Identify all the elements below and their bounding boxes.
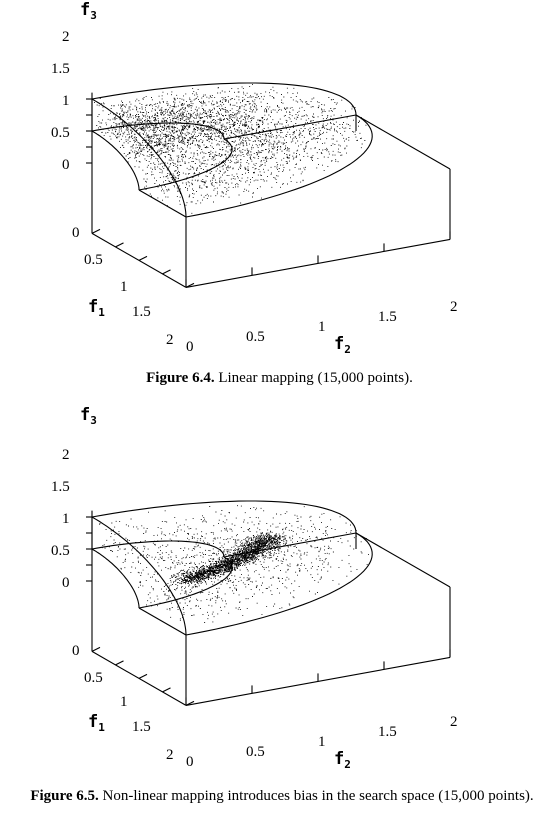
f3-tick: 0	[62, 575, 70, 591]
caption-label: Figure 6.5.	[30, 788, 99, 804]
f3-tick: 2	[62, 29, 70, 45]
f1-tick: 1	[120, 279, 128, 295]
shell-edge	[138, 607, 187, 636]
shell-arc	[185, 532, 373, 636]
f2-tick: 2	[450, 714, 458, 730]
f2-axis-line	[185, 656, 451, 706]
f1-tick-mark	[91, 228, 101, 234]
shell-arc	[91, 82, 357, 116]
f3-axis-label: f3	[80, 405, 97, 427]
f1-tick-mark	[185, 282, 195, 288]
f2-tick: 0.5	[246, 744, 265, 760]
f1-tick-mark	[162, 269, 171, 275]
f3-axis-label: f3	[80, 0, 97, 22]
f2-tick: 1	[318, 319, 326, 335]
box-edge	[355, 114, 451, 170]
shell-arc	[185, 114, 373, 218]
f1-tick: 0	[72, 643, 80, 659]
f2-tick: 1	[318, 734, 326, 750]
f2-tick: 1.5	[378, 724, 397, 740]
f3-tick: 2	[62, 447, 70, 463]
f1-tick: 2	[166, 332, 174, 348]
axis-labels: f3 f1 f2 2 1.5 1 0.5 0 0 0.5 1 1.5 2 0 0…	[51, 405, 458, 771]
f1-tick-mark	[138, 255, 148, 261]
f1-tick-mark	[162, 687, 171, 693]
shell-arc	[91, 540, 225, 558]
f1-tick: 1.5	[132, 719, 151, 735]
box-edge	[355, 532, 451, 588]
shell-arc	[91, 516, 187, 636]
shell-arc	[91, 130, 140, 190]
caption-text: Non-linear mapping introduces bias in th…	[98, 788, 534, 804]
f1-axis-label: f1	[88, 712, 105, 734]
f1-axis-line	[91, 650, 187, 706]
f3-tick: 1.5	[51, 479, 70, 495]
f3-tick: 1	[62, 93, 70, 109]
f3-tick: 1.5	[51, 61, 70, 77]
shell-edge	[138, 189, 187, 218]
f1-tick: 0.5	[84, 252, 103, 268]
figure-6-4-caption: Figure 6.4. Linear mapping (15,000 point…	[0, 370, 559, 387]
figure-6-5-plot: f3 f1 f2 2 1.5 1 0.5 0 0 0.5 1 1.5 2 0 0…	[51, 405, 458, 771]
f1-tick: 2	[166, 747, 174, 763]
f3-tick: 1	[62, 511, 70, 527]
f1-tick-mark	[115, 242, 124, 248]
shell-arc	[138, 138, 233, 191]
f1-tick-mark	[185, 700, 195, 706]
f3-tick: 0.5	[51, 125, 70, 141]
f1-tick-mark	[138, 673, 148, 679]
figure-6-5: f3 f1 f2 2 1.5 1 0.5 0 0 0.5 1 1.5 2 0 0…	[0, 405, 559, 785]
f1-tick-mark	[115, 660, 124, 666]
f2-tick: 0	[186, 754, 194, 770]
figure-6-5-caption: Figure 6.5. Non-linear mapping introduce…	[0, 788, 559, 805]
caption-text: Linear mapping (15,000 points).	[214, 370, 413, 386]
scatter-point-cloud	[99, 505, 369, 623]
f2-tick: 0.5	[246, 329, 265, 345]
f1-tick-mark	[91, 646, 101, 652]
f2-tick: 2	[450, 299, 458, 315]
shell-arc	[91, 548, 140, 608]
axes-frame	[86, 500, 451, 706]
caption-label: Figure 6.4.	[146, 370, 215, 386]
f2-axis-label: f2	[334, 749, 351, 771]
figure-6-4-plot: f3 f1 f2 2 1.5 1 0.5 0 0 0.5 1 1.5 2 0 0…	[51, 0, 458, 356]
scatter-point-cloud	[94, 83, 367, 214]
f1-axis-label: f1	[88, 297, 105, 319]
shell-edge	[223, 532, 357, 558]
axes-frame	[86, 82, 451, 288]
figure-6-4: f3 f1 f2 2 1.5 1 0.5 0 0 0.5 1 1.5 2 0 0…	[0, 0, 559, 370]
f2-tick: 1.5	[378, 309, 397, 325]
scatter-points	[94, 83, 367, 214]
f1-tick: 0.5	[84, 670, 103, 686]
f1-tick: 1.5	[132, 304, 151, 320]
f1-tick: 0	[72, 225, 80, 241]
f2-tick: 0	[186, 339, 194, 355]
scatter-points	[99, 505, 369, 623]
f1-tick: 1	[120, 694, 128, 710]
f3-tick: 0	[62, 157, 70, 173]
f2-axis-label: f2	[334, 334, 351, 356]
axis-labels: f3 f1 f2 2 1.5 1 0.5 0 0 0.5 1 1.5 2 0 0…	[51, 0, 458, 356]
shell-arc	[91, 500, 357, 534]
f3-tick: 0.5	[51, 543, 70, 559]
